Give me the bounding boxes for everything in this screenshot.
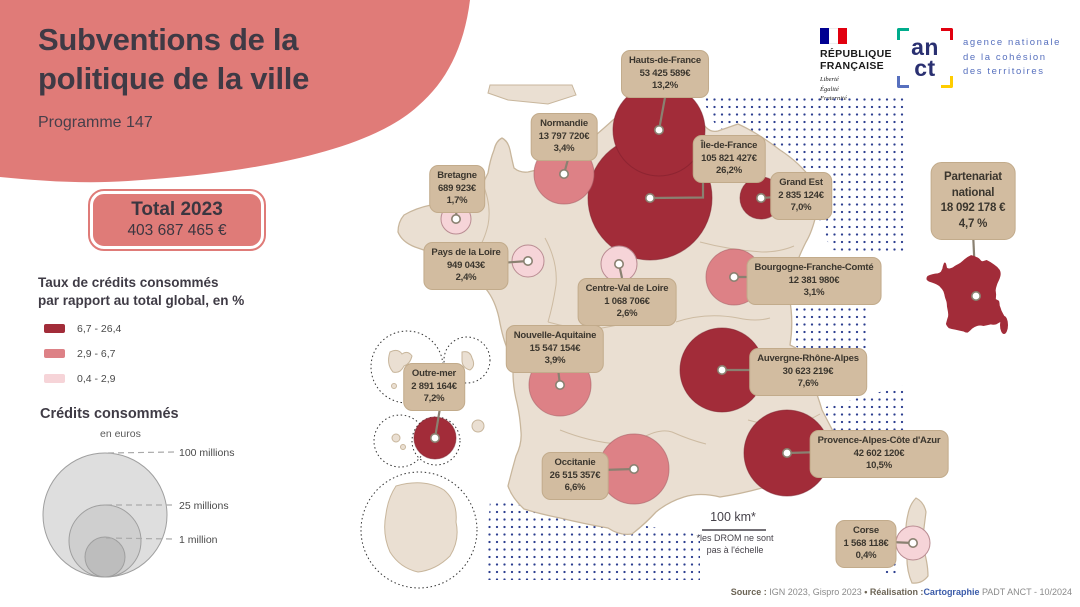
size-legend-title: Crédits consommés bbox=[40, 406, 179, 422]
region-label-grand-est: Grand Est 2 835 124€ 7,0% bbox=[770, 172, 832, 221]
size-legend-subtitle: en euros bbox=[100, 428, 141, 440]
anct-corner-blue bbox=[897, 76, 909, 88]
anct-mark-icon: an ct bbox=[897, 28, 953, 88]
anct-corner-green bbox=[897, 28, 909, 40]
size-legend-circles bbox=[42, 451, 175, 578]
region-label-pays-de-la-loire: Pays de la Loire 949 043€ 2,4% bbox=[423, 242, 509, 291]
scale-label: 100 km* bbox=[710, 510, 756, 524]
dots-northeast-countries bbox=[700, 95, 905, 255]
page-title: Subventions de la politique de la ville bbox=[38, 20, 309, 98]
size-legend-25m: 25 millions bbox=[179, 500, 229, 512]
region-borders bbox=[469, 181, 821, 445]
total-value: 403 687 465 € bbox=[127, 222, 227, 239]
page-title-line2: politique de la ville bbox=[38, 61, 310, 96]
region-label-bourgogne-franche-comte: Bourgogne-Franche-Comté 12 381 980€ 3,1% bbox=[746, 257, 882, 306]
total-title: Total 2023 bbox=[131, 199, 223, 220]
swatch-pink bbox=[44, 349, 65, 359]
region-label-normandie: Normandie 13 797 720€ 3,4% bbox=[530, 113, 598, 162]
size-legend-1m: 1 million bbox=[179, 534, 218, 546]
region-label-occitanie: Occitanie 26 515 357€ 6,6% bbox=[541, 452, 609, 501]
region-label-outre-mer: Outre-mer 2 891 164€ 7,2% bbox=[403, 363, 465, 412]
region-label-ile-de-france: Île-de-France 105 821 427€ 26,2% bbox=[692, 135, 766, 184]
total-2023-box: Total 2023 403 687 465 € bbox=[88, 189, 266, 251]
national-partnership-label: Partenariat national 18 092 178 € 4,7 % bbox=[930, 162, 1016, 241]
anct-logo: an ct agence nationale de la cohésion de… bbox=[897, 28, 1061, 88]
region-label-bretagne: Bretagne 689 923€ 1,7% bbox=[429, 165, 485, 214]
republique-francaise-logo: RÉPUBLIQUE FRANÇAISE Liberté Égalité Fra… bbox=[820, 28, 898, 103]
page-title-line1: Subventions de la bbox=[38, 22, 299, 57]
region-label-hauts-de-france: Hauts-de-France 53 425 589€ 13,2% bbox=[621, 50, 709, 99]
rate-legend-row-high: 6,7 - 26,4 bbox=[38, 323, 244, 335]
drom-scale-note: *les DROM ne sont pas à l'échelle bbox=[696, 533, 774, 555]
source-credits: Source : IGN 2023, Gispro 2023 • Réalisa… bbox=[730, 587, 1072, 597]
region-label-nouvelle-aquitaine: Nouvelle-Aquitaine 15 547 154€ 3,9% bbox=[505, 325, 605, 374]
rate-legend-row-low: 0,4 - 2,9 bbox=[38, 373, 244, 385]
mini-corsica-shape bbox=[1000, 316, 1008, 334]
rate-legend-row-mid: 2,9 - 6,7 bbox=[38, 348, 244, 360]
region-label-provence-alpes-cote-d-azur: Provence-Alpes-Côte d'Azur 42 602 120€ 10,… bbox=[809, 430, 949, 479]
region-label-auvergne-rhone-alpes: Auvergne-Rhône-Alpes 30 623 219€ 7,6% bbox=[749, 348, 867, 397]
rf-name: RÉPUBLIQUE FRANÇAISE bbox=[820, 48, 892, 73]
swatch-dark-red bbox=[44, 324, 65, 334]
region-label-centre-val-de-loire: Centre-Val de Loire 1 068 706€ 2,6% bbox=[577, 278, 677, 327]
anct-corner-red bbox=[941, 28, 953, 40]
french-flag-icon bbox=[820, 28, 847, 44]
drom-islands bbox=[384, 349, 485, 573]
anchor-dots bbox=[429, 125, 981, 548]
dots-spain bbox=[485, 500, 700, 580]
anct-corner-yellow bbox=[941, 76, 953, 88]
region-label-corse: Corse 1 568 118€ 0,4% bbox=[835, 520, 897, 569]
swatch-light-pink bbox=[44, 374, 65, 384]
header-blob bbox=[0, 0, 470, 183]
rate-legend: Taux de crédits consommés par rapport au… bbox=[38, 274, 244, 385]
page-subtitle: Programme 147 bbox=[38, 114, 153, 131]
england-shape bbox=[487, 84, 577, 105]
anct-tagline: agence nationale de la cohésion des terr… bbox=[963, 36, 1061, 78]
rate-legend-title: Taux de crédits consommés par rapport au… bbox=[38, 275, 245, 308]
mini-france-shape bbox=[926, 255, 1006, 333]
size-legend-100m: 100 millions bbox=[179, 447, 235, 459]
